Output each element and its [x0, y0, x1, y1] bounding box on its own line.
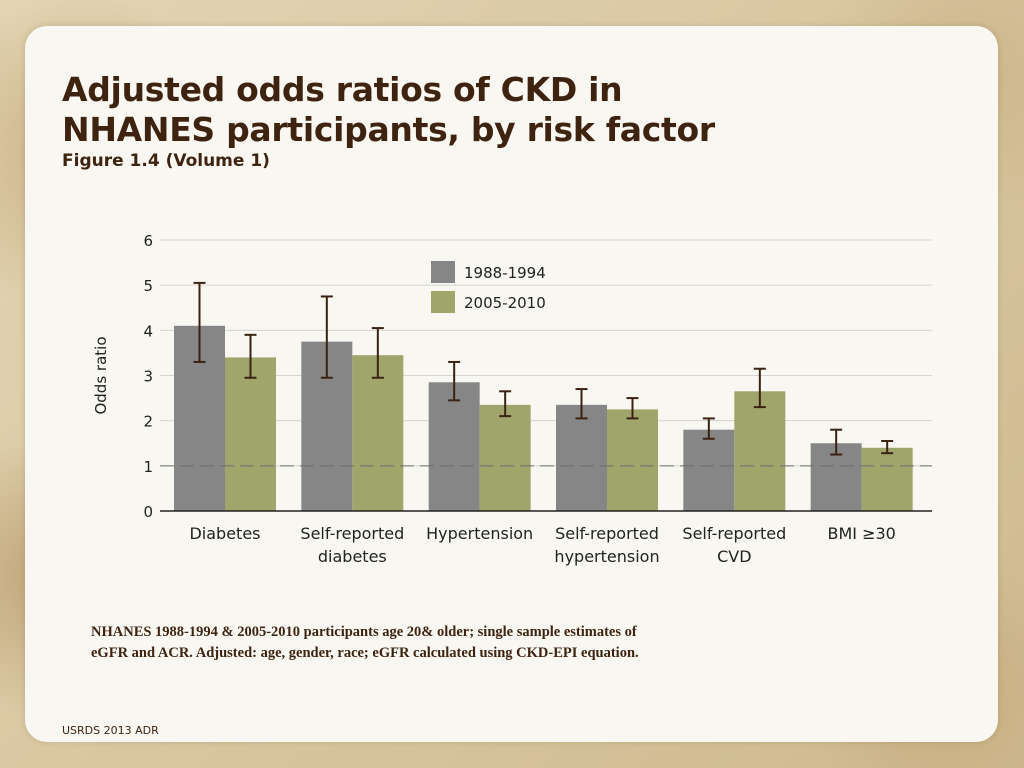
x-category-label-2-0: Hypertension: [426, 524, 533, 543]
y-tick-label-4: 4: [143, 322, 153, 340]
y-tick-label-3: 3: [143, 368, 153, 386]
x-category-label-3-1: hypertension: [554, 547, 659, 566]
x-category-label-3-0: Self-reported: [555, 524, 659, 543]
footnote-line-2: eGFR and ACR. Adjusted: age, gender, rac…: [91, 645, 639, 661]
x-category-label-1-1: diabetes: [318, 547, 387, 566]
legend-swatch-2005-2010: [431, 291, 455, 313]
title-line-1: Adjusted odds ratios of CKD in: [62, 70, 623, 109]
bar-2005-2010-4: [734, 391, 786, 511]
bar-2005-2010-1: [352, 355, 404, 511]
bar-2005-2010-5: [861, 447, 913, 511]
x-category-label-1-0: Self-reported: [300, 524, 404, 543]
bar-2005-2010-3: [607, 409, 658, 511]
y-tick-label-5: 5: [143, 277, 153, 295]
slide-title: Adjusted odds ratios of CKD in NHANES pa…: [62, 70, 715, 150]
bar-2005-2010-0: [225, 357, 276, 511]
y-tick-label-6: 6: [143, 232, 153, 250]
source-footer: USRDS 2013 ADR: [62, 724, 159, 737]
x-category-label-4-1: CVD: [717, 547, 751, 566]
y-tick-label-2: 2: [143, 413, 153, 431]
x-category-label-4-0: Self-reported: [682, 524, 786, 543]
bar-1988-1994-2: [428, 382, 480, 511]
bar-1988-1994-4: [683, 429, 735, 511]
y-axis-label: Odds ratio: [92, 336, 110, 414]
figure-subtitle: Figure 1.4 (Volume 1): [62, 151, 270, 171]
bar-2005-2010-2: [479, 404, 531, 511]
title-line-2: NHANES participants, by risk factor: [62, 110, 715, 149]
legend-label-2005-2010: 2005-2010: [464, 294, 546, 312]
x-category-label-0-0: Diabetes: [189, 524, 260, 543]
chart-footnote: NHANES 1988-1994 & 2005-2010 participant…: [91, 622, 791, 664]
legend-swatch-1988-1994: [431, 261, 455, 283]
y-tick-label-0: 0: [143, 503, 153, 521]
y-tick-label-1: 1: [143, 458, 153, 476]
legend-label-1988-1994: 1988-1994: [464, 264, 546, 282]
footnote-line-1: NHANES 1988-1994 & 2005-2010 participant…: [91, 624, 637, 640]
x-category-label-5-0: BMI ≥30: [827, 524, 895, 543]
bar-1988-1994-3: [556, 404, 607, 511]
